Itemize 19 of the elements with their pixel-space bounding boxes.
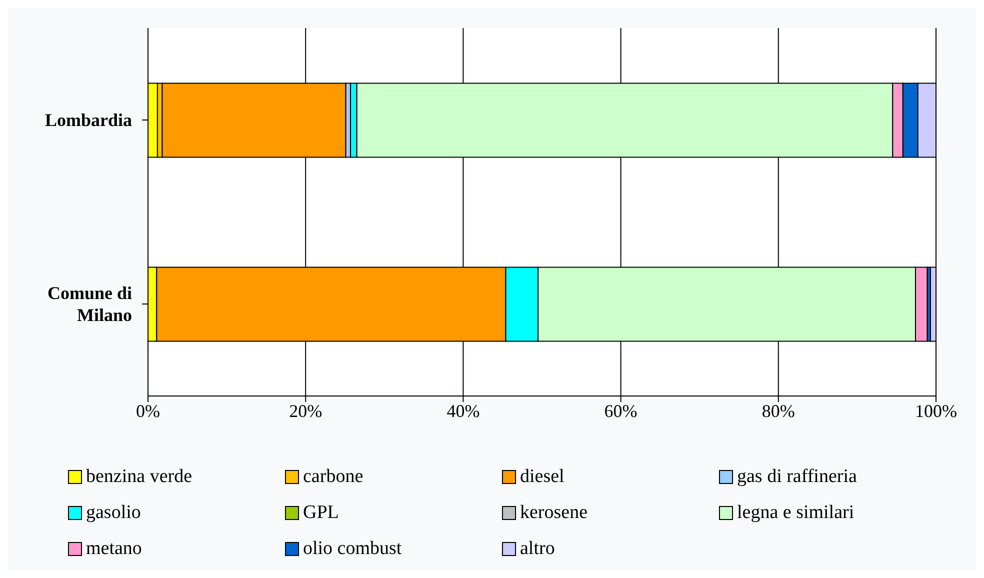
legend-label: altro	[520, 538, 555, 560]
x-tick-label: 80%	[762, 400, 795, 421]
x-tick-label: 0%	[136, 400, 160, 421]
legend-label: metano	[86, 538, 142, 560]
legend-label: carbone	[303, 466, 364, 488]
legend-label: diesel	[520, 466, 564, 488]
legend-label: gas di raffineria	[737, 466, 857, 488]
y-tick-label: Lombardia	[44, 110, 132, 130]
legend-label: kerosene	[520, 502, 588, 524]
y-tick-label: Comune di Milano	[47, 283, 132, 325]
x-tick-label: 60%	[604, 400, 638, 421]
legend-label: gasolio	[86, 502, 141, 524]
x-tick-label: 100%	[915, 400, 957, 421]
legend-label: olio combust	[303, 538, 402, 560]
legend-label: legna e similari	[737, 502, 854, 524]
x-tick-label: 40%	[446, 400, 480, 421]
legend-label: GPL	[303, 502, 339, 524]
legend-label: benzina verde	[86, 466, 192, 488]
x-tick-label: 20%	[289, 400, 322, 421]
